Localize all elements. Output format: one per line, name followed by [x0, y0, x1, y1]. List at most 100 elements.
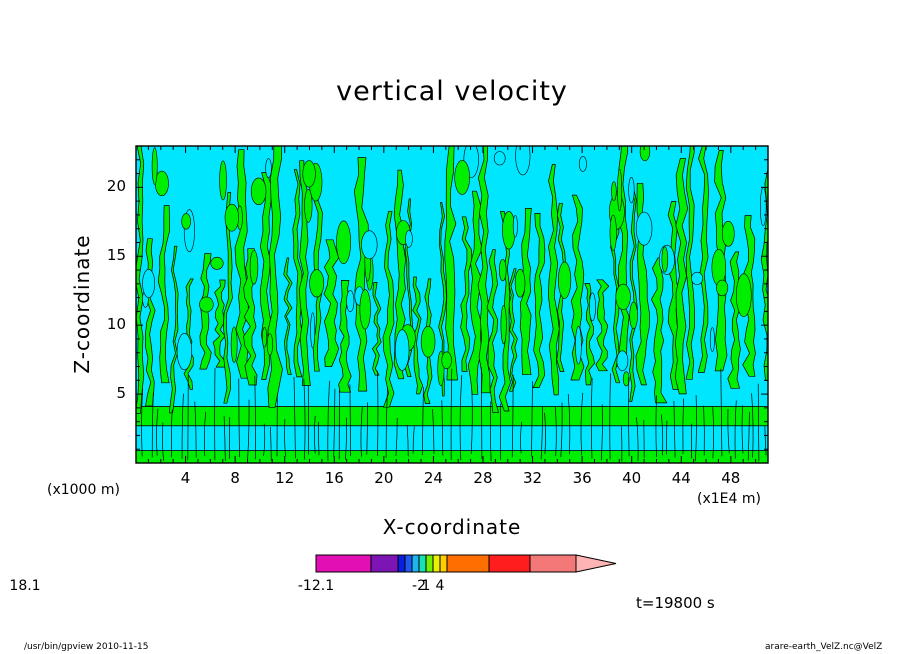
plume — [697, 146, 709, 373]
contour-line — [703, 405, 705, 456]
plume — [222, 192, 233, 404]
y-tick-label: 20 — [106, 177, 126, 196]
x-tick-label: 4 — [180, 469, 191, 487]
plume — [460, 216, 472, 372]
contour-blob — [512, 214, 518, 238]
contour-line — [395, 417, 398, 457]
x-tick-label: 12 — [275, 469, 295, 487]
plume — [674, 157, 689, 395]
contour-blob — [498, 259, 507, 282]
plume — [486, 249, 499, 413]
plume — [508, 268, 518, 392]
plume — [423, 278, 433, 404]
y-tick-label: 10 — [106, 315, 126, 334]
contour-line — [314, 415, 316, 454]
plume — [760, 168, 768, 381]
contour-blob — [420, 325, 436, 358]
contour-line — [540, 406, 543, 460]
contour-line — [764, 426, 767, 456]
contour-line — [421, 386, 424, 456]
contour-blob — [309, 269, 325, 298]
plume — [338, 280, 352, 393]
plume — [595, 279, 610, 372]
contour-line — [751, 393, 754, 458]
contour-line — [349, 384, 352, 457]
contour-blob — [250, 177, 267, 206]
contour-line — [747, 412, 750, 461]
colorbar-label: 4 — [435, 578, 445, 594]
contour-field — [136, 146, 768, 463]
contour-blob — [635, 211, 653, 246]
plume — [685, 146, 695, 380]
contour-line — [406, 424, 409, 457]
colorbar-segment — [446, 554, 490, 573]
contour-blob — [304, 188, 313, 223]
contour-blob — [514, 268, 526, 298]
contour-line — [450, 368, 453, 461]
colorbar-label: 1 — [421, 578, 431, 594]
colorbar-segment — [397, 554, 406, 573]
colorbar-label: 18.1 — [9, 578, 41, 594]
contour-line — [600, 404, 603, 461]
plume — [372, 282, 382, 376]
contour-line — [293, 376, 296, 459]
x-tick-label: 16 — [324, 469, 344, 487]
plume — [243, 248, 258, 386]
contour-line — [385, 387, 388, 458]
colorbar-segment — [370, 554, 399, 573]
time-label: t=19800 s — [636, 594, 715, 612]
contour-blob — [441, 351, 452, 370]
contour-line — [156, 408, 159, 456]
contour-blob — [405, 230, 413, 248]
contour-line — [432, 409, 435, 454]
plume — [438, 202, 447, 397]
contour-blob — [617, 168, 623, 212]
contour-line — [720, 368, 723, 457]
plume — [292, 169, 303, 378]
contour-line — [284, 419, 286, 457]
colorbar-segment — [432, 554, 441, 573]
plume — [393, 169, 406, 380]
contour-blob — [661, 246, 669, 273]
contour-line — [254, 375, 256, 460]
y-tick-label: 15 — [106, 246, 126, 265]
plume — [382, 210, 395, 408]
contour-blob — [721, 220, 735, 247]
contour-blob — [210, 256, 224, 270]
contour-line — [628, 377, 630, 457]
contour-line — [412, 426, 415, 454]
contour-line — [712, 406, 714, 459]
contour-blob — [249, 249, 259, 285]
contour-line — [636, 417, 639, 461]
contour-blob — [181, 213, 191, 230]
contour-line — [223, 416, 226, 461]
contour-line — [459, 375, 463, 461]
contour-line — [181, 393, 184, 459]
contour-line — [734, 400, 737, 459]
contour-blob — [359, 289, 371, 330]
contour-line — [194, 401, 197, 458]
plume — [584, 283, 595, 386]
contour-blob — [616, 350, 629, 372]
contour-line — [580, 392, 584, 456]
contour-line — [673, 400, 676, 458]
contour-line — [141, 388, 143, 457]
contour-line — [162, 422, 164, 461]
colorbar-label: -2 — [412, 578, 426, 594]
y-axis-label: Z-coordinate — [70, 234, 94, 374]
colorbar-segment — [488, 554, 531, 573]
plume — [168, 245, 179, 414]
contour-line — [660, 414, 664, 456]
contour-blob — [736, 273, 752, 318]
contour-blob — [628, 177, 635, 204]
contour-line — [531, 381, 533, 457]
contour-blob — [709, 327, 715, 352]
contour-line — [151, 392, 154, 458]
contour-blob — [176, 332, 193, 371]
colorbar-label: -12.1 — [297, 578, 335, 594]
colorbar-segment — [418, 554, 427, 573]
contour-line — [247, 399, 250, 460]
contour-blob — [265, 158, 272, 178]
contour-line — [203, 411, 207, 456]
